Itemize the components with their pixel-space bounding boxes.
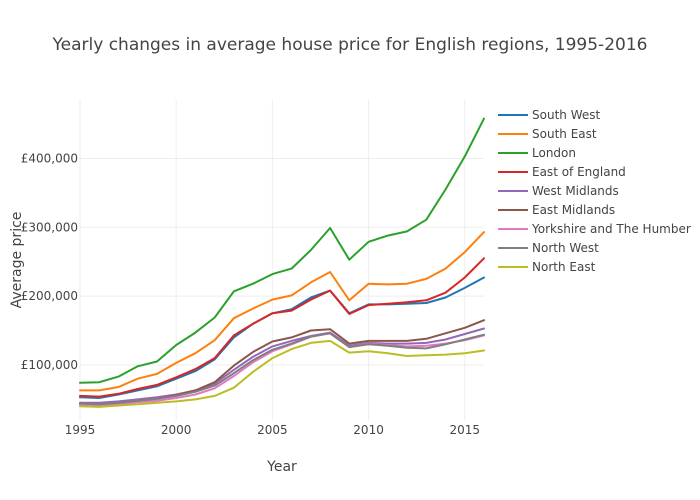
series-line-south-east: [79, 231, 485, 392]
series-lines: [79, 117, 485, 408]
y-tick-label: £400,000: [21, 151, 78, 165]
gridlines: [79, 100, 484, 420]
chart-title: Yearly changes in average house price fo…: [52, 35, 648, 55]
legend-label: East of England: [532, 165, 626, 179]
legend-label: West Midlands: [532, 184, 619, 198]
x-tick-label: 1995: [65, 423, 96, 437]
x-axis-ticks: 1995 2000 2005 2010 2015: [65, 423, 480, 437]
x-tick-label: 2010: [353, 423, 384, 437]
legend-label: North West: [532, 241, 599, 255]
legend-label: London: [532, 146, 576, 160]
y-axis-title: Average price: [9, 212, 25, 309]
series-line-north-west: [79, 332, 485, 406]
series-line-east-midlands: [79, 319, 485, 406]
y-tick-label: £200,000: [21, 289, 78, 303]
x-tick-label: 2015: [449, 423, 480, 437]
x-tick-label: 2000: [161, 423, 192, 437]
legend-label: South West: [532, 108, 600, 122]
x-tick-label: 2005: [257, 423, 288, 437]
series-line-west-midlands: [79, 327, 485, 404]
legend-label: East Midlands: [532, 203, 615, 217]
series-line-south-west: [79, 276, 485, 399]
legend-label: Yorkshire and The Humber: [531, 222, 691, 236]
series-line-north-east: [79, 339, 485, 408]
series-line-london: [79, 117, 485, 384]
series-line-east-of-england: [79, 257, 485, 398]
x-axis-title: Year: [266, 459, 297, 475]
legend-label: South East: [532, 127, 597, 141]
y-tick-label: £300,000: [21, 220, 78, 234]
legend-label: North East: [532, 260, 596, 274]
y-axis-ticks: £100,000 £200,000 £300,000 £400,000: [21, 151, 78, 371]
legend: South West South East London East of Englan…: [498, 108, 691, 274]
y-tick-label: £100,000: [21, 358, 78, 372]
